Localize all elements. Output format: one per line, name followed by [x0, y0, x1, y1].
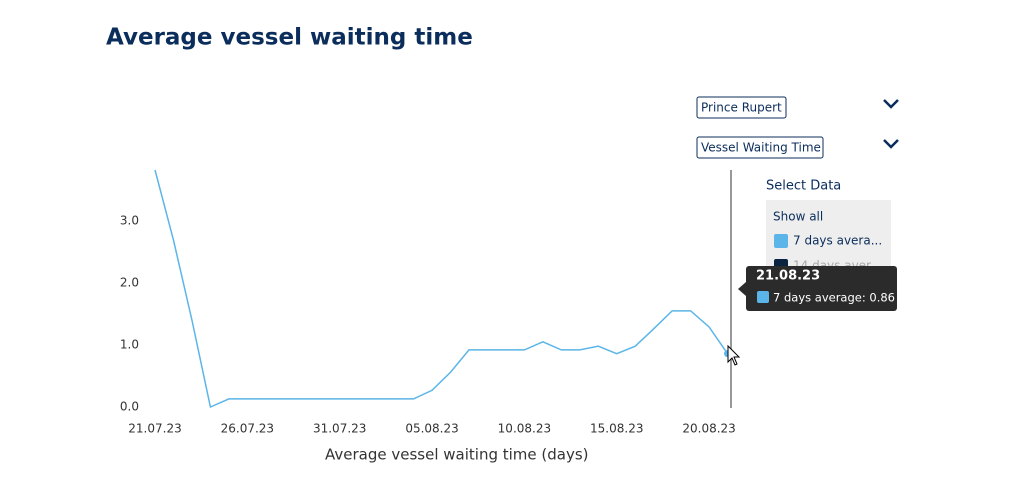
- y-tick-label: 0.0: [120, 400, 139, 414]
- x-tick-label: 31.07.23: [313, 422, 366, 436]
- tooltip-text: 7 days average: 0.86: [773, 291, 895, 305]
- tooltip-swatch: [757, 291, 769, 303]
- legend-label[interactable]: 7 days avera...: [793, 234, 882, 248]
- metric-dropdown[interactable]: [696, 136, 824, 159]
- y-tick-label: 1.0: [120, 337, 139, 351]
- x-tick-label: 10.08.23: [498, 422, 551, 436]
- chevron[interactable]: [883, 99, 899, 109]
- mouse-cursor: [727, 344, 741, 366]
- series-line: [154, 169, 729, 409]
- x-tick-label: 26.07.23: [221, 422, 274, 436]
- x-tick-label: 15.08.23: [590, 422, 643, 436]
- select-title: Select Data: [766, 179, 841, 194]
- tooltip-date: 21.08.23: [756, 269, 820, 284]
- port-dropdown[interactable]: [696, 96, 787, 119]
- show-all[interactable]: Show all: [773, 210, 823, 224]
- tooltip: 21.08.23 7 days average: 0.86: [738, 266, 897, 311]
- port-label: Prince Rupert: [701, 101, 782, 115]
- metric-label: Vessel Waiting Time: [701, 141, 821, 155]
- chart-title: Average vessel waiting time: [106, 25, 473, 51]
- y-tick-label: 3.0: [120, 213, 139, 227]
- x-tick-label: 20.08.23: [682, 422, 735, 436]
- tooltip-box: [746, 266, 897, 311]
- y-tick-label: 2.0: [120, 275, 139, 289]
- x-tick-label: 21.07.23: [128, 422, 181, 436]
- x-axis-label: Average vessel waiting time (days): [325, 446, 589, 464]
- legend-swatch: [774, 234, 788, 248]
- tooltip-arrow: [738, 282, 746, 296]
- chevron[interactable]: [883, 139, 899, 149]
- x-tick-label: 05.08.23: [405, 422, 458, 436]
